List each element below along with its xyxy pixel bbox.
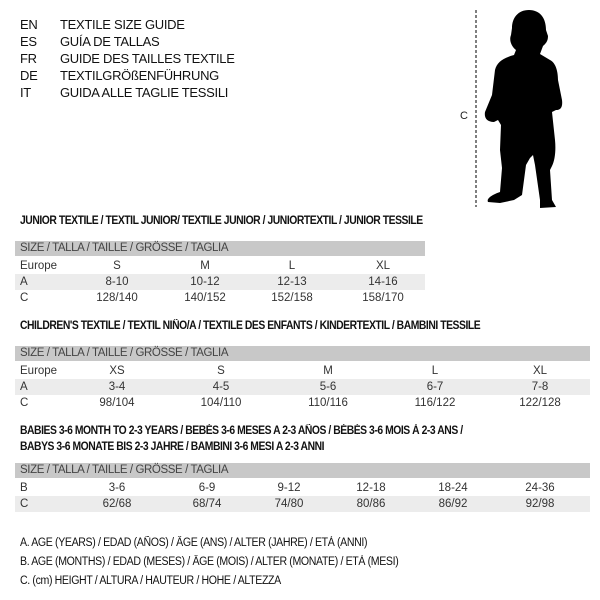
language-title: GUÍA DE TALLAS <box>60 34 160 49</box>
table-cell: S <box>217 365 225 377</box>
table-title: CHILDREN'S TEXTILE / TEXTIL NIÑO/A / TEX… <box>20 320 481 332</box>
language-code: IT <box>20 85 31 100</box>
table-row: C 128/140 140/152 152/158 158/170 <box>15 290 425 306</box>
language-title: GUIDE DES TAILLES TEXTILE <box>60 51 235 66</box>
table-cell: 7-8 <box>531 381 549 393</box>
table-row: Europe XS S M L XL <box>15 363 590 379</box>
row-label: C <box>20 498 29 510</box>
language-title: TEXTILGRÖßENFÜHRUNG <box>60 68 219 83</box>
table-row: A 8-10 10-12 12-13 14-16 <box>15 274 425 290</box>
row-label: C <box>20 397 29 409</box>
legend-item: C. (cm) HEIGHT / ALTURA / HAUTEUR / HÖHE… <box>20 575 281 587</box>
table-cell: M <box>200 260 210 272</box>
table-cell: 5-6 <box>319 381 337 393</box>
table-cell: 12-18 <box>356 482 386 494</box>
row-label: Europe <box>20 365 58 377</box>
table-cell: 86/92 <box>438 498 468 510</box>
table-cell: 140/152 <box>184 292 226 304</box>
size-table: SIZE / TALLA / TAILLE / GRÖSSE / TAGLIA E… <box>15 346 590 411</box>
table-title: BABIES 3-6 MONTH TO 2-3 YEARS / BEBÉS 3-… <box>20 425 463 437</box>
table-cell: 68/74 <box>192 498 222 510</box>
table-header: SIZE / TALLA / TAILLE / GRÖSSE / TAGLIA <box>15 241 425 256</box>
table-cell: XL <box>375 260 391 272</box>
table-cell: 10-12 <box>190 276 220 288</box>
table-cell: 80/86 <box>356 498 386 510</box>
legend-item: A. AGE (YEARS) / EDAD (AÑOS) / ÂGE (ANS)… <box>20 537 368 549</box>
language-title: GUIDA ALLE TAGLIE TESSILI <box>60 85 229 100</box>
table-cell: 3-6 <box>108 482 126 494</box>
size-table: SIZE / TALLA / TAILLE / GRÖSSE / TAGLIA B… <box>15 463 590 512</box>
table-cell: 62/68 <box>102 498 132 510</box>
table-cell: 3-4 <box>108 381 126 393</box>
table-cell: 9-12 <box>277 482 301 494</box>
size-table: SIZE / TALLA / TAILLE / GRÖSSE / TAGLIA E… <box>15 241 425 306</box>
table-header: SIZE / TALLA / TAILLE / GRÖSSE / TAGLIA <box>15 346 590 361</box>
table-cell: 98/104 <box>99 397 135 409</box>
row-label: B <box>20 482 28 494</box>
table-row: C 62/68 68/74 74/80 80/86 86/92 92/98 <box>15 496 590 512</box>
table-cell: XL <box>532 365 548 377</box>
table-cell: L <box>288 260 296 272</box>
baby-silhouette-figure: C <box>460 10 563 208</box>
table-cell: 152/158 <box>271 292 313 304</box>
language-code: FR <box>20 51 37 66</box>
row-label: Europe <box>20 260 58 272</box>
table-header: SIZE / TALLA / TAILLE / GRÖSSE / TAGLIA <box>15 463 590 478</box>
table-cell: 12-13 <box>277 276 307 288</box>
table-cell: 6-9 <box>198 482 216 494</box>
language-code: DE <box>20 68 38 83</box>
table-cell: 116/122 <box>414 397 456 409</box>
row-label: C <box>20 292 29 304</box>
table-cell: 18-24 <box>438 482 468 494</box>
table-cell: 14-16 <box>368 276 398 288</box>
table-cell: 4-5 <box>212 381 230 393</box>
table-cell: 92/98 <box>525 498 555 510</box>
table-row: A 3-4 4-5 5-6 6-7 7-8 <box>15 379 590 395</box>
table-row: Europe S M L XL <box>15 258 425 274</box>
table-row: C 98/104 104/110 110/116 116/122 122/128 <box>15 395 590 411</box>
table-cell: 128/140 <box>96 292 138 304</box>
language-code: ES <box>20 34 37 49</box>
table-title-line2: BABYS 3-6 MONATE BIS 2-3 JAHRE / BAMBINI… <box>20 441 325 453</box>
table-cell: 110/116 <box>308 397 348 409</box>
table-cell: S <box>113 260 121 272</box>
row-label: A <box>20 381 28 393</box>
table-cell: 122/128 <box>519 397 561 409</box>
language-title: TEXTILE SIZE GUIDE <box>60 17 185 32</box>
table-cell: 8-10 <box>105 276 129 288</box>
legend-item: B. AGE (MONTHS) / EDAD (MESES) / ÂGE (MO… <box>20 556 399 568</box>
baby-silhouette-icon <box>484 10 563 208</box>
table-cell: XS <box>109 365 125 377</box>
height-label: C <box>460 110 468 122</box>
row-label: A <box>20 276 28 288</box>
table-cell: 24-36 <box>525 482 555 494</box>
table-cell: 158/170 <box>362 292 404 304</box>
table-row: B 3-6 6-9 9-12 12-18 18-24 24-36 <box>15 480 590 496</box>
table-cell: 6-7 <box>426 381 444 393</box>
table-cell: 74/80 <box>274 498 304 510</box>
language-code: EN <box>20 17 38 32</box>
table-title: JUNIOR TEXTILE / TEXTIL JUNIOR/ TEXTILE … <box>20 215 423 227</box>
table-cell: L <box>431 365 439 377</box>
table-cell: M <box>323 365 333 377</box>
table-cell: 104/110 <box>200 397 242 409</box>
